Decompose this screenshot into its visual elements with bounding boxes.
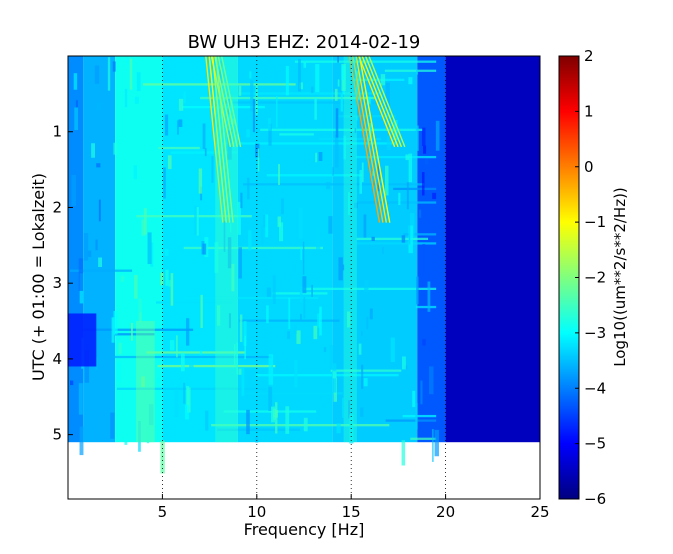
- colorbar-tick-label: 1: [584, 102, 594, 120]
- colorbar-tick-label: −2: [584, 269, 606, 287]
- colorbar-label: Log10((um**2/s**2/Hz)): [611, 187, 629, 367]
- feature-band-4-hz: [135, 321, 155, 443]
- plot-frame: [67, 55, 541, 500]
- colorbar-tick-label: 2: [584, 47, 594, 65]
- feature-low-frequency-patch: [68, 313, 97, 367]
- colorbar-tick-label: −6: [584, 490, 606, 508]
- spectrogram-features: [68, 56, 406, 443]
- colorbar-tick-label: −3: [584, 324, 606, 342]
- x-axis-label: Frequency [Hz]: [244, 520, 365, 539]
- feature-tremor-line-1: [215, 56, 234, 223]
- spectrogram-texture: [69, 56, 440, 474]
- y-tick-label: 4: [52, 350, 62, 368]
- y-tick-label: 5: [52, 426, 62, 444]
- feature-tremor-line-1: [208, 56, 227, 223]
- feature-band-15-hz: [343, 56, 357, 443]
- freq-band-5: [332, 56, 418, 443]
- colorbar-tick-label: −5: [584, 435, 606, 453]
- feature-tremor-line-3: [352, 56, 384, 223]
- colorbar-tick-label: −1: [584, 213, 606, 231]
- colorbar-axis: 2 1 0 −1 −2 −3 −4 −5 −6: [575, 47, 606, 508]
- colorbar-tick-label: 0: [584, 158, 594, 176]
- x-tick-label: 20: [436, 503, 455, 521]
- y-axis: 1 2 3 4 5: [52, 123, 73, 444]
- x-tick-label: 25: [530, 503, 549, 521]
- y-tick-label: 1: [52, 123, 62, 141]
- y-axis-label: UTC (+ 01:00 = Lokalzeit): [29, 173, 48, 381]
- feature-tremor-line-2: [217, 56, 238, 148]
- feature-tremor-line-3: [355, 56, 388, 223]
- colorbar-tick-label: −4: [584, 379, 606, 397]
- x-tick-label: 5: [158, 503, 168, 521]
- feature-band-8-5-hz: [215, 56, 238, 443]
- freq-band-7: [445, 56, 540, 443]
- feature-tremor-line-4: [358, 56, 396, 148]
- feature-tremor-line-4: [361, 56, 399, 148]
- x-tick-label: 15: [342, 503, 361, 521]
- plot-area: [68, 56, 540, 499]
- feature-tremor-line-4: [364, 56, 403, 148]
- x-axis: 5 10 15 20 25: [158, 494, 550, 521]
- chart-title: BW UH3 EHZ: 2014-02-19: [188, 32, 421, 53]
- feature-tremor-line-1: [205, 56, 224, 223]
- feature-tremor-line-2: [210, 56, 232, 148]
- feature-tremor-line-2: [214, 56, 235, 148]
- freq-band-2: [115, 56, 163, 443]
- feature-tremor-line-4: [368, 56, 406, 148]
- y-tick-label: 3: [52, 274, 62, 292]
- feature-tremor-line-3: [348, 56, 381, 223]
- x-tick-label: 10: [247, 503, 266, 521]
- feature-tremor-line-3: [358, 56, 391, 223]
- y-tick-label: 2: [52, 198, 62, 216]
- feature-tremor-line-2: [220, 56, 242, 148]
- feature-tremor-line-1: [211, 56, 231, 223]
